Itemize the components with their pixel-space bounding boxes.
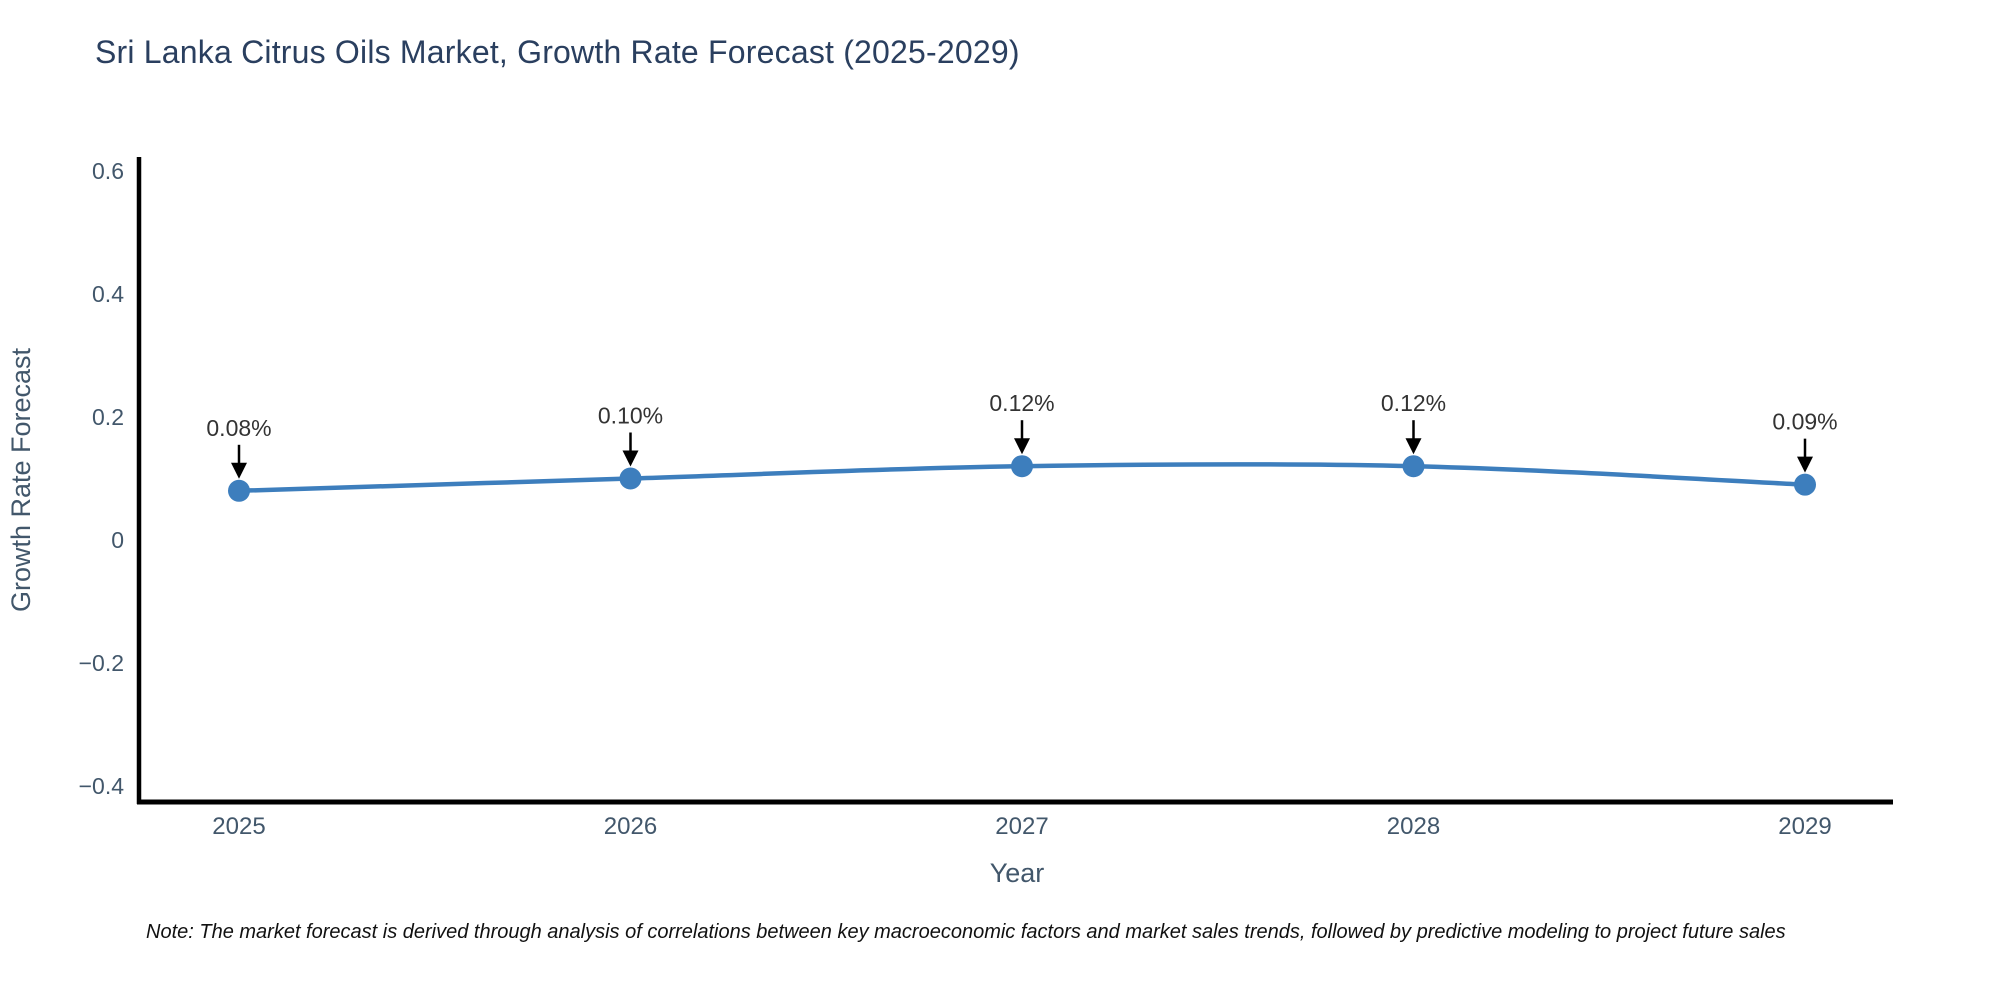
x-tick-label: 2025	[212, 813, 265, 840]
x-axis-title: Year	[990, 858, 1045, 888]
y-tick-label: 0.2	[92, 404, 124, 430]
chart-title: Sri Lanka Citrus Oils Market, Growth Rat…	[95, 34, 1020, 70]
annotation-arrow-head	[231, 462, 247, 479]
data-point-marker	[228, 479, 250, 502]
data-point-marker	[1794, 473, 1816, 496]
y-tick-label: −0.4	[79, 773, 125, 799]
annotation-arrow-head	[1014, 438, 1030, 455]
annotation-arrow-head	[1797, 456, 1813, 473]
x-tick-label: 2026	[604, 813, 657, 840]
data-point-marker	[1402, 455, 1425, 478]
point-annotation-label: 0.12%	[1381, 390, 1446, 416]
x-tick-label: 2028	[1387, 813, 1440, 840]
point-annotation-label: 0.08%	[206, 415, 271, 441]
y-axis-title: Growth Rate Forecast	[6, 347, 36, 612]
y-tick-label: 0.4	[92, 281, 124, 307]
y-tick-label: 0.6	[92, 158, 124, 184]
x-tick-label: 2027	[995, 813, 1048, 840]
data-point-marker	[619, 467, 642, 490]
y-tick-label: 0	[111, 527, 124, 553]
point-annotation-label: 0.10%	[598, 403, 663, 429]
x-tick-label: 2029	[1778, 813, 1831, 840]
data-point-marker	[1011, 455, 1033, 478]
y-tick-label: −0.2	[79, 650, 124, 676]
point-annotation-label: 0.12%	[989, 390, 1054, 416]
footnote: Note: The market forecast is derived thr…	[146, 921, 1786, 943]
annotation-arrow-head	[1405, 438, 1422, 455]
annotation-arrow-head	[622, 450, 639, 467]
point-annotation-label: 0.09%	[1772, 409, 1837, 435]
